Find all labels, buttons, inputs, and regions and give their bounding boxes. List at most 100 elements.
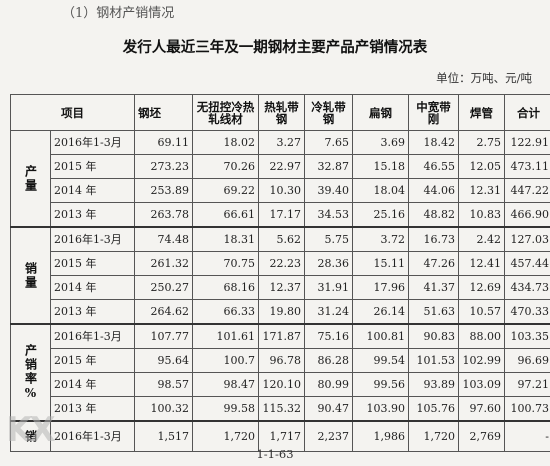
value-cell: 16.73 [408,226,459,252]
value-cell: 99.54 [352,348,409,373]
value-cell: 96.69 [504,348,550,373]
value-cell: 103.90 [352,396,409,422]
value-cell: 47.26 [408,251,459,276]
period-cell: 2013 年 [50,299,135,325]
header-total: 合计 [504,94,550,131]
watermark-logo: KX [6,410,56,450]
period-cell: 2015 年 [50,154,135,179]
header-row: 项目 钢坯 无扭控冷热轧线材 热轧带钢 冷轧带钢 扁钢 中宽带刚 焊管 合计 [10,94,550,131]
unit-note: 单位：万吨、元/吨 [436,71,532,85]
period-cell: 2016年1-3月 [50,226,135,252]
value-cell: 31.24 [304,299,353,325]
value-cell: 75.16 [304,323,353,349]
value-cell: 1,986 [352,420,409,452]
value-cell: 48.82 [408,202,459,228]
value-cell: 17.96 [352,275,409,300]
value-cell: 5.62 [258,226,305,252]
value-cell: 90.83 [408,323,459,349]
value-cell: 86.28 [304,348,353,373]
value-cell: 18.31 [192,226,259,252]
period-cell: 2014 年 [50,178,135,203]
group-label: 产销率% [10,323,51,422]
value-cell: 10.83 [458,202,505,228]
header-cold-strip: 冷轧带钢 [304,94,353,131]
value-cell: 22.23 [258,251,305,276]
value-cell: 12.41 [458,251,505,276]
value-cell: 105.76 [408,396,459,422]
value-cell: 466.90 [504,202,550,228]
value-cell: 122.91 [504,130,550,155]
group-label: 产量 [10,130,51,228]
value-cell: 12.37 [258,275,305,300]
value-cell: 253.89 [134,178,193,203]
value-cell: 97.21 [504,372,550,397]
value-cell: 1,720 [192,420,259,452]
value-cell: 18.04 [352,178,409,203]
page-number: 1-1-63 [256,447,294,461]
value-cell: 127.03 [504,226,550,252]
value-cell: 51.63 [408,299,459,325]
period-cell: 2015 年 [50,251,135,276]
table-title: 发行人最近三年及一期钢材主要产品产销情况表 [122,39,428,56]
table-row: 2015 年 273.23 70.26 22.97 32.87 15.18 46.55 12.… [11,154,550,179]
value-cell: 12.05 [458,154,505,179]
value-cell: 69.11 [134,130,193,155]
value-cell: 15.11 [352,251,409,276]
value-cell: 99.58 [192,396,259,422]
value-cell: 120.10 [258,372,305,397]
value-cell: 263.78 [134,202,193,228]
value-cell: 264.62 [134,299,193,325]
group-label: 销量 [10,226,51,325]
value-cell: 12.31 [458,178,505,203]
header-welded-pipe: 焊管 [458,94,505,131]
period-cell: 2016年1-3月 [50,130,135,155]
header-item: 项目 [10,94,135,131]
value-cell: 17.17 [258,202,305,228]
value-cell: 3.69 [352,130,409,155]
table-row: 销 2016年1-3月 1,517 1,720 1,717 2,237 1,986 1,720… [10,420,550,452]
value-cell: 15.18 [352,154,409,179]
value-cell: 44.06 [408,178,459,203]
table-row: 2014 年 98.57 98.47 120.10 80.99 99.56 93.89 103… [11,372,550,397]
value-cell: 457.44 [504,251,550,276]
value-cell: 171.87 [258,323,305,349]
value-cell: 19.80 [258,299,305,325]
value-cell: 2,237 [304,420,353,452]
value-cell: 100.32 [134,396,193,422]
value-cell: 68.16 [192,275,259,300]
value-cell: 98.57 [134,372,193,397]
value-cell: 273.23 [134,154,193,179]
header-wire-rod: 无扭控冷热轧线材 [192,94,259,131]
value-cell: 100.73 [504,396,550,422]
section-heading: （1）钢材产销情况 [62,6,175,21]
value-cell: 95.64 [134,348,193,373]
value-cell: 1,720 [408,420,459,452]
value-cell: 3.72 [352,226,409,252]
value-cell: 66.33 [192,299,259,325]
value-cell: 28.36 [304,251,353,276]
value-cell: 2,769 [458,420,505,452]
value-cell: 97.60 [458,396,505,422]
table-row: 产量 2016年1-3月 69.11 18.02 3.27 7.65 3.69 18.42 2.… [10,130,550,228]
value-cell: 101.61 [192,323,259,349]
period-cell: 2015 年 [50,348,135,373]
header-flat-steel: 扁钢 [352,94,409,131]
header-billet: 钢坯 [134,94,193,131]
value-cell: 10.30 [258,178,305,203]
value-cell: 1,517 [134,420,193,452]
table-row: 2013 年 264.62 66.33 19.80 31.24 26.14 51.63 10.… [11,299,550,325]
value-cell: 473.11 [504,154,550,179]
table-row: 2015 年 95.64 100.7 96.78 86.28 99.54 101.53 102… [11,348,550,373]
table-row: 2014 年 253.89 69.22 10.30 39.40 18.04 44.06 12.… [11,178,550,203]
value-cell: 70.75 [192,251,259,276]
value-cell: 107.77 [134,323,193,349]
value-cell: 25.16 [352,202,409,228]
table-row: 产销率% 2016年1-3月 107.77 101.61 171.87 75.16 100.… [10,323,550,422]
value-cell: 66.61 [192,202,259,228]
value-cell: 100.7 [192,348,259,373]
header-hot-strip: 热轧带钢 [258,94,305,131]
table-row: 销量 2016年1-3月 74.48 18.31 5.62 5.75 3.72 16.73 2.… [10,226,550,325]
value-cell: 1,717 [258,420,305,452]
value-cell: 39.40 [304,178,353,203]
period-cell: 2014 年 [50,275,135,300]
